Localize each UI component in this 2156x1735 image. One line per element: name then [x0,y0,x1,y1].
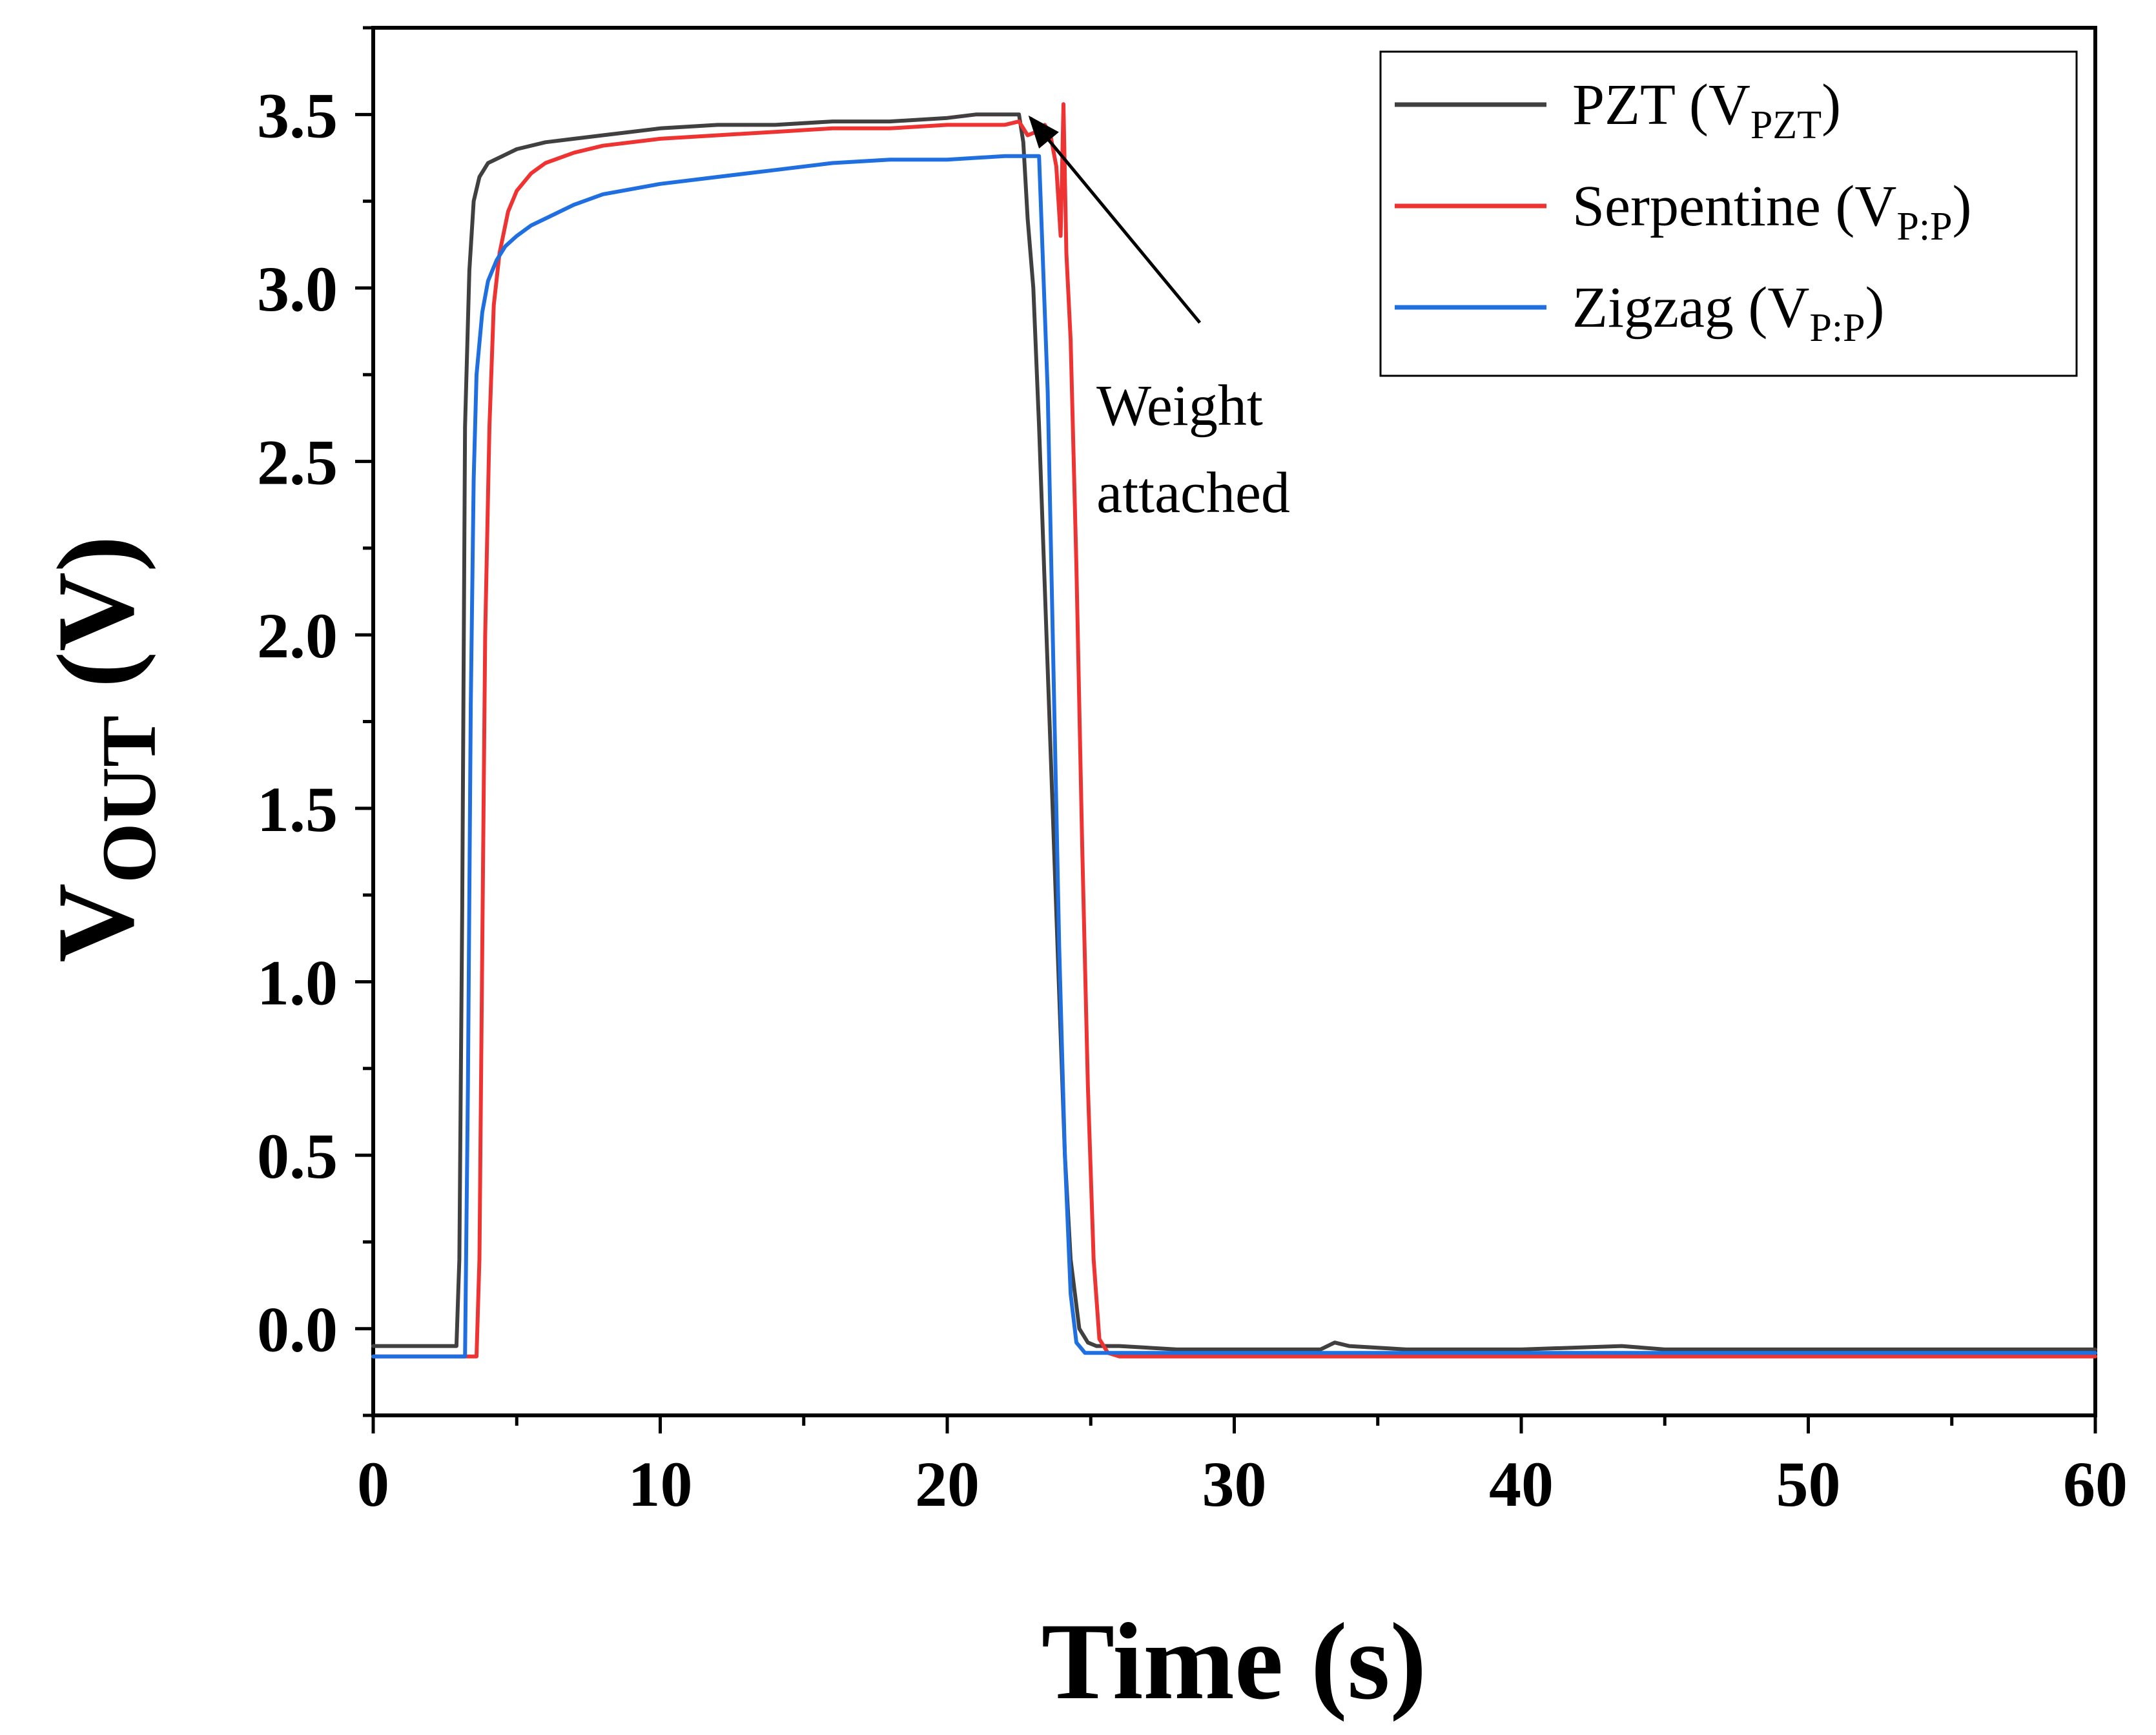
y-axis-title: VOUT (V) [35,535,172,962]
x-tick-label: 50 [1776,1448,1841,1520]
y-axis-ticks: 0.0 0.5 1.0 1.5 2.0 2.5 3.0 3.5 [257,26,373,1417]
x-tick-label: 0 [357,1448,389,1520]
y-tick-label: 0.5 [257,1120,338,1192]
y-tick-label: 1.5 [257,774,338,845]
legend-label-serpentine: Serpentine (VP:P) [1572,174,1972,249]
y-tick-label: 3.5 [257,79,338,151]
y-axis-title-unit: (V) [35,535,156,715]
legend-entries: PZT (VPZT) Serpentine (VP:P) Zigzag (VP:P) [1395,73,1972,350]
annotation-line-2: attached [1096,461,1290,525]
annotation-weight-attached: Weight attached [1028,115,1290,525]
x-tick-label: 30 [1202,1448,1267,1520]
y-axis-title-main: V [35,883,156,963]
x-tick-label: 10 [628,1448,693,1520]
annotation-text: Weight attached [1096,374,1290,525]
y-tick-label: 1.0 [257,947,338,1018]
annotation-line-1: Weight [1096,374,1263,438]
legend-label-pzt: PZT (VPZT) [1572,73,1841,147]
x-tick-label: 60 [2063,1448,2128,1520]
legend-label-zigzag: Zigzag (VP:P) [1572,276,1885,350]
series-line-zigzag [371,154,2097,1359]
y-tick-label: 2.5 [257,427,338,498]
x-axis-ticks: 0 10 20 30 40 50 60 [357,1415,2128,1520]
series-line-serpentine [371,102,2097,1359]
y-tick-label: 2.0 [257,600,338,672]
y-tick-label: 3.0 [257,253,338,325]
x-tick-label: 40 [1489,1448,1554,1520]
x-tick-label: 20 [915,1448,980,1520]
y-tick-label: 0.0 [257,1294,338,1366]
y-axis-title-subscript: OUT [86,715,172,883]
legend: PZT (VPZT) Serpentine (VP:P) Zigzag (VP:P) [1379,50,2078,377]
x-axis-title: Time (s) [1042,1601,1427,1722]
series-layer [371,102,2097,1359]
annotation-arrow [1028,115,1202,324]
